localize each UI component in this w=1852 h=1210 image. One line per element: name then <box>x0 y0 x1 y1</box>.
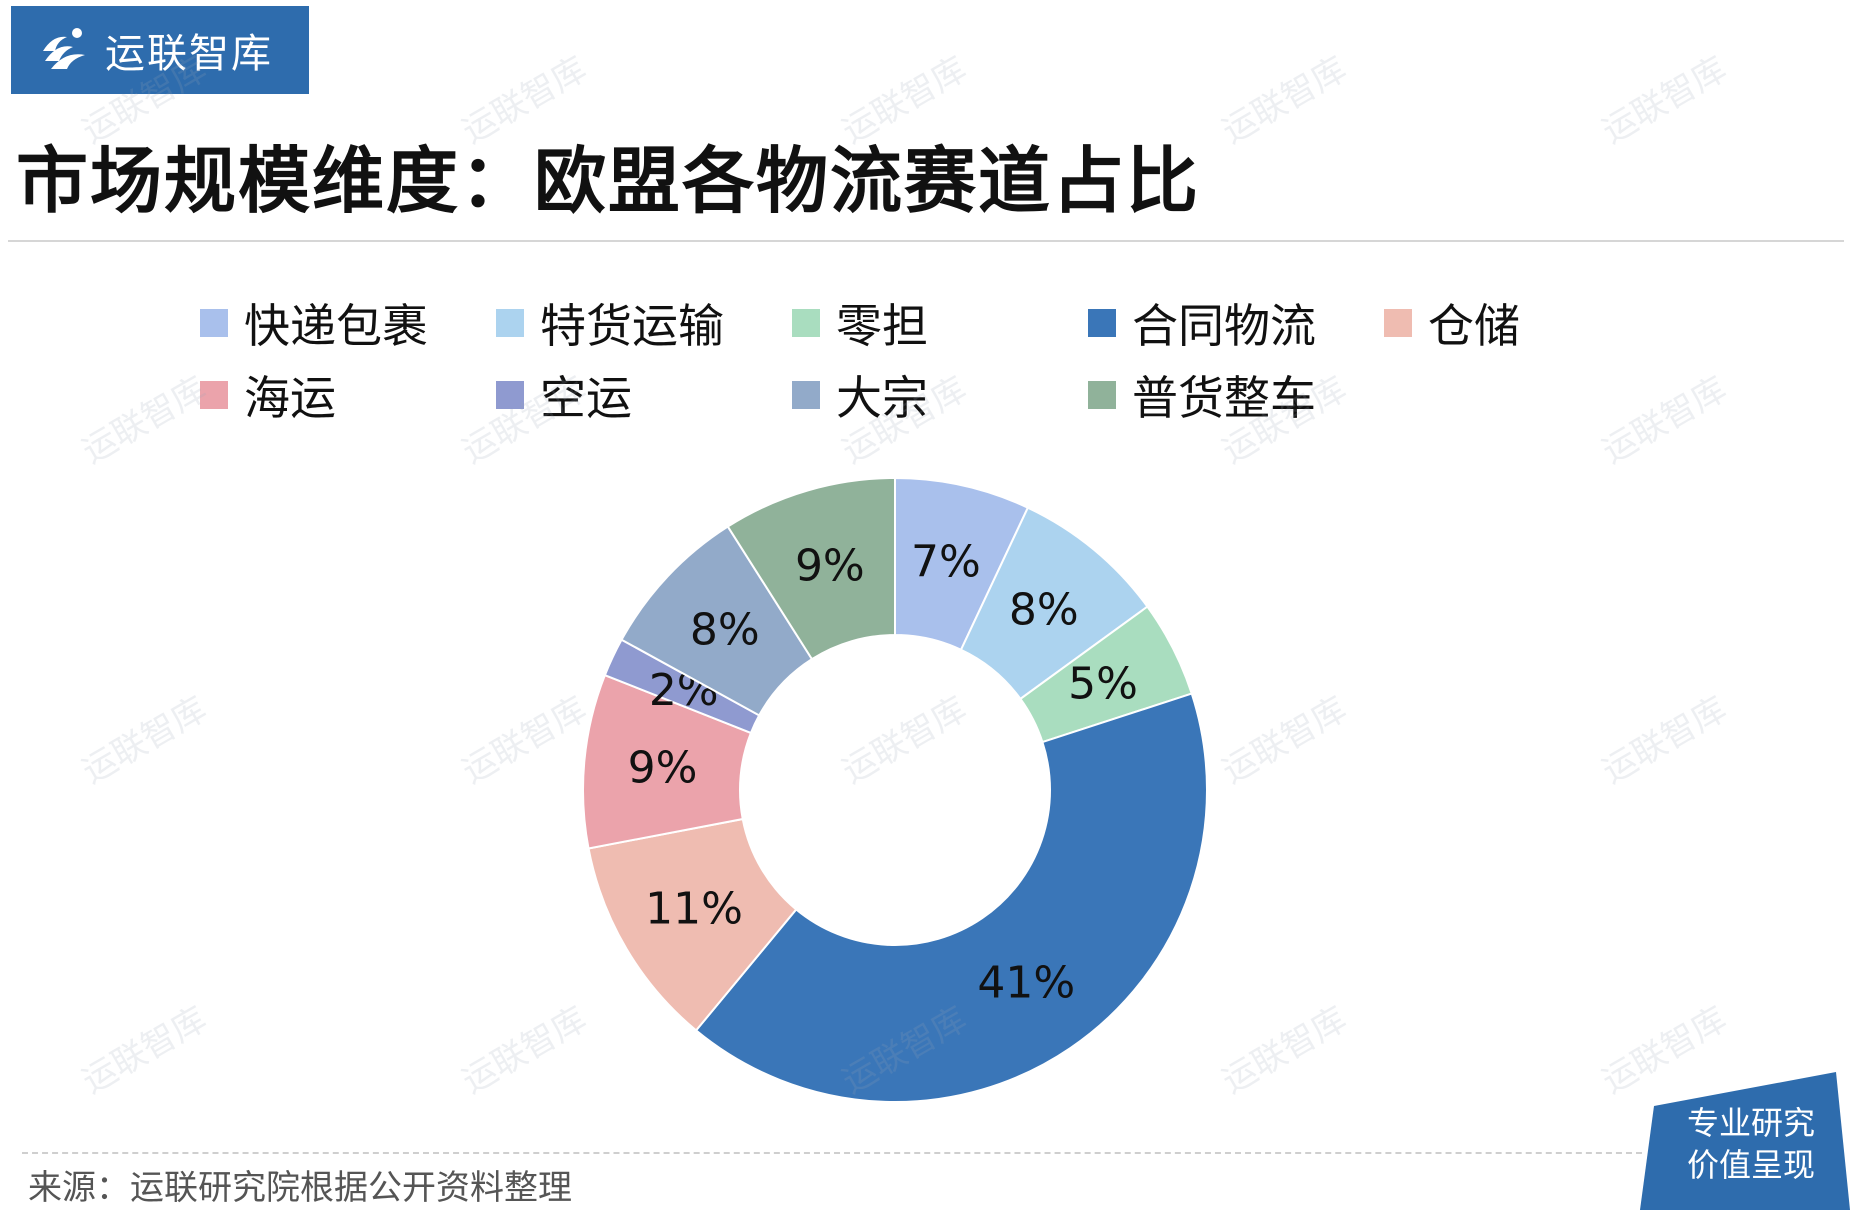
legend-label: 零担 <box>836 299 928 353</box>
slice-label: 41% <box>977 958 1075 1009</box>
legend-item: 大宗 <box>792 367 928 425</box>
donut-slice <box>726 476 896 661</box>
legend-item: 普货整车 <box>1088 367 1316 425</box>
legend-label: 空运 <box>540 371 632 425</box>
legend-item: 仓储 <box>1384 295 1520 353</box>
brand-logo: 运联智库 <box>11 6 309 94</box>
legend-swatch <box>792 381 820 409</box>
slice-label: 9% <box>795 540 865 591</box>
brand-name: 运联智库 <box>105 31 273 77</box>
badge-text: 专业研究 价值呈现 <box>1666 1102 1836 1186</box>
badge-line-1: 专业研究 <box>1686 1104 1815 1142</box>
legend-item: 特货运输 <box>496 295 724 353</box>
legend-item: 快递包裹 <box>200 295 428 353</box>
slice-label: 8% <box>690 605 760 656</box>
legend-swatch <box>200 309 228 337</box>
legend-item: 空运 <box>496 367 632 425</box>
donut-slice <box>694 692 1208 1103</box>
badge: 专业研究 价值呈现 <box>1640 1072 1850 1210</box>
brand-logo-icon <box>43 28 85 69</box>
legend-label: 大宗 <box>836 371 928 425</box>
legend-item: 零担 <box>792 295 928 353</box>
legend-swatch <box>1088 381 1116 409</box>
legend-label: 合同物流 <box>1132 299 1316 353</box>
legend-swatch <box>496 381 524 409</box>
slice-label: 9% <box>628 743 698 794</box>
legend-label: 特货运输 <box>540 299 724 353</box>
slice-label: 7% <box>911 537 981 588</box>
footer-divider <box>22 1152 1642 1154</box>
title-divider <box>8 240 1844 242</box>
slice-label: 11% <box>645 883 743 934</box>
legend-swatch <box>200 381 228 409</box>
legend-swatch <box>792 309 820 337</box>
legend-label: 快递包裹 <box>244 299 428 353</box>
legend-swatch <box>496 309 524 337</box>
slice-label: 5% <box>1068 658 1138 709</box>
source-note: 来源：运联研究院根据公开资料整理 <box>28 1168 572 1208</box>
legend-label: 仓储 <box>1428 299 1520 353</box>
legend-swatch <box>1088 309 1116 337</box>
page-title: 市场规模维度：欧盟各物流赛道占比 <box>16 139 1201 223</box>
slice-label: 8% <box>1009 585 1079 636</box>
legend-item: 合同物流 <box>1088 295 1316 353</box>
legend-swatch <box>1384 309 1412 337</box>
legend-label: 普货整车 <box>1132 371 1316 425</box>
legend-label: 海运 <box>244 371 336 425</box>
legend-item: 海运 <box>200 367 336 425</box>
badge-line-2: 价值呈现 <box>1686 1146 1815 1184</box>
badge-background <box>1640 1072 1850 1210</box>
